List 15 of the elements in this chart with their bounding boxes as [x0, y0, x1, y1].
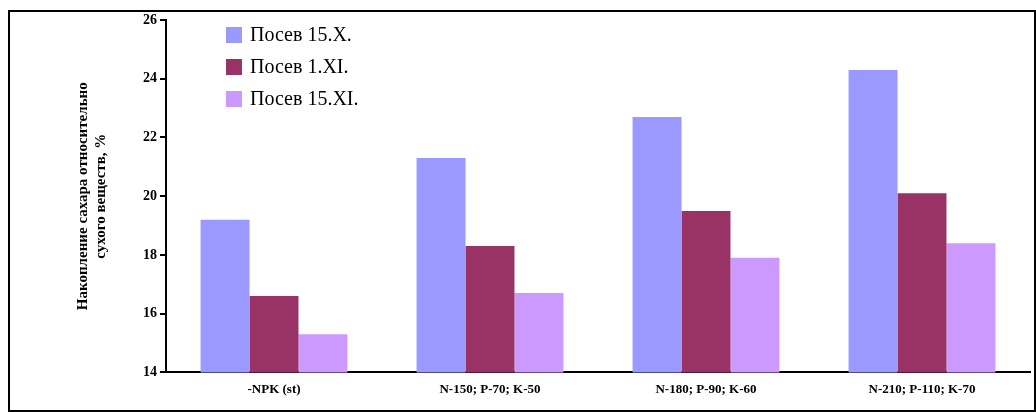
y-tick-label: 26: [143, 11, 157, 27]
y-tick-label: 18: [143, 246, 157, 262]
x-tick-label: N-150; P-70; K-50: [439, 380, 541, 396]
x-tick-label: -NPK (st): [247, 380, 301, 396]
y-tick-label: 22: [143, 129, 157, 145]
x-tick-label: N-180; P-90; K-60: [655, 380, 757, 396]
x-tick-label: N-210; P-110; K-70: [868, 380, 976, 396]
y-tick-label: 24: [143, 70, 157, 86]
legend-label: Посев 15.XI.: [250, 87, 359, 110]
legend-label: Посев 15.X.: [250, 23, 352, 46]
y-tick-label: 16: [143, 305, 157, 321]
y-tick-label: 20: [143, 187, 157, 203]
y-tick-label: 14: [143, 364, 157, 380]
y-axis-title: Накопление сахара относительно сухого веществ, %: [73, 82, 108, 311]
legend-label: Посев 1.XI.: [250, 55, 349, 78]
